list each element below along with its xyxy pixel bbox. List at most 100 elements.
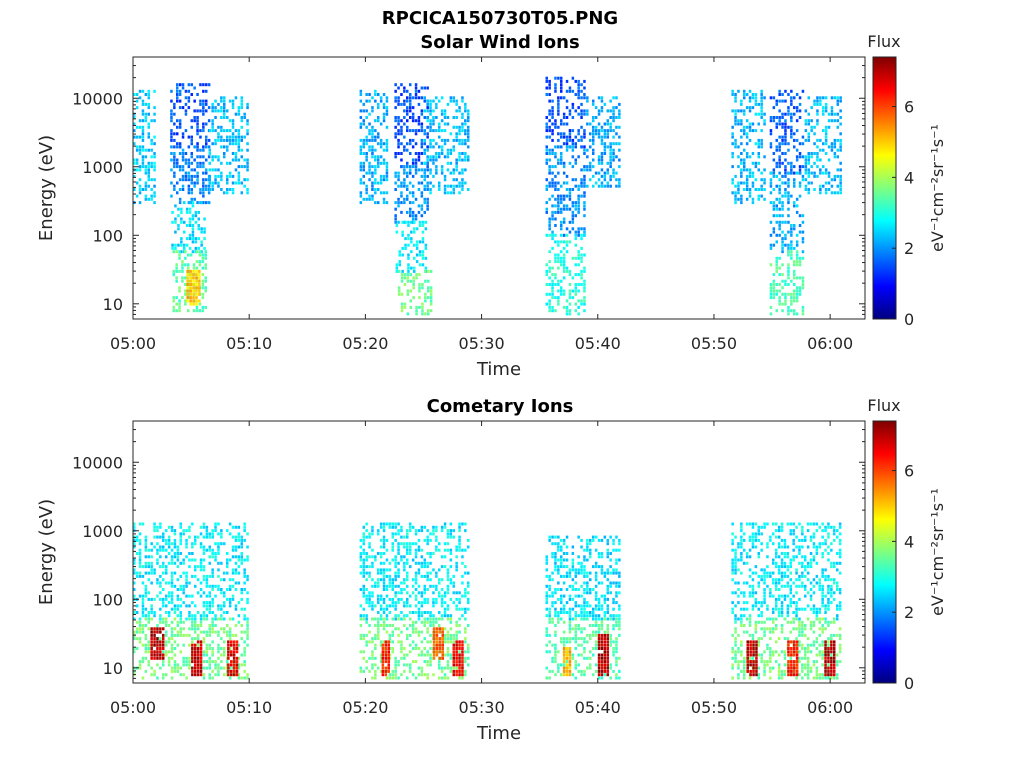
spectrogram-cell bbox=[377, 116, 380, 119]
spectrogram-cell bbox=[138, 148, 142, 152]
spectrogram-cell bbox=[135, 93, 139, 96]
spectrogram-cell bbox=[836, 191, 839, 195]
spectrogram-cell bbox=[394, 522, 397, 526]
spectrogram-cell bbox=[778, 155, 781, 159]
spectrogram-cell bbox=[748, 122, 752, 126]
spectrogram-cell bbox=[397, 152, 400, 155]
spectrogram-cell bbox=[409, 650, 412, 654]
spectrogram-cell bbox=[560, 260, 563, 264]
spectrogram-cell bbox=[830, 148, 834, 152]
spectrogram-cell bbox=[740, 102, 743, 106]
spectrogram-cell bbox=[429, 191, 432, 195]
spectrogram-cell bbox=[133, 611, 136, 614]
spectrogram-cell bbox=[214, 594, 217, 598]
spectrogram-cell bbox=[435, 158, 438, 162]
spectrogram-cell bbox=[787, 197, 790, 201]
spectrogram-cell bbox=[420, 604, 424, 608]
spectrogram-cell bbox=[580, 233, 583, 237]
spectrogram-cell bbox=[199, 630, 203, 634]
spectrogram-cell bbox=[144, 614, 148, 618]
spectrogram-cell bbox=[560, 207, 563, 211]
spectrogram-cell bbox=[734, 201, 737, 205]
spectrogram-cell bbox=[228, 138, 232, 142]
spectrogram-cell bbox=[170, 132, 173, 136]
spectrogram-cell bbox=[141, 601, 145, 605]
spectrogram-cell bbox=[603, 597, 607, 601]
spectrogram-cell bbox=[583, 79, 586, 83]
spectrogram-cell bbox=[560, 132, 563, 136]
spectrogram-cell bbox=[205, 188, 208, 191]
spectrogram-cell bbox=[580, 571, 583, 575]
spectrogram-cell bbox=[147, 597, 150, 601]
spectrogram-cell bbox=[548, 125, 551, 129]
spectrogram-cell bbox=[597, 555, 601, 559]
spectrogram-cell bbox=[371, 184, 374, 188]
spectrogram-cell bbox=[411, 138, 415, 142]
spectrogram-cell bbox=[795, 93, 799, 96]
spectrogram-cell bbox=[246, 620, 249, 624]
spectrogram-cell bbox=[362, 542, 365, 546]
spectrogram-cell bbox=[760, 112, 763, 116]
spectrogram-cell bbox=[795, 109, 799, 113]
spectrogram-cell bbox=[181, 83, 185, 87]
spectrogram-cell bbox=[400, 640, 403, 644]
spectrogram-cell bbox=[240, 545, 243, 549]
spectrogram-cell bbox=[571, 561, 575, 565]
spectrogram-cell bbox=[234, 568, 238, 572]
spectrogram-cell bbox=[795, 260, 799, 264]
spectrogram-cell bbox=[394, 614, 397, 618]
spectrogram-cell bbox=[414, 197, 418, 201]
spectrogram-cell bbox=[455, 650, 458, 654]
spectrogram-cell bbox=[194, 669, 197, 673]
spectrogram-cell bbox=[379, 138, 383, 142]
spectrogram-cell bbox=[583, 191, 586, 195]
spectrogram-cell bbox=[560, 607, 563, 611]
spectrogram-cell bbox=[153, 650, 156, 654]
spectrogram-cell bbox=[778, 220, 781, 224]
spectrogram-cell bbox=[184, 276, 187, 280]
spectrogram-cell bbox=[455, 116, 458, 119]
spectrogram-cell bbox=[793, 112, 796, 116]
spectrogram-cell bbox=[414, 676, 418, 680]
spectrogram-cell bbox=[565, 89, 569, 93]
spectrogram-cell bbox=[545, 614, 548, 618]
spectrogram-cell bbox=[190, 152, 193, 155]
spectrogram-cell bbox=[606, 109, 609, 113]
spectrogram-cell bbox=[240, 624, 243, 627]
spectrogram-cell bbox=[194, 558, 197, 562]
spectrogram-cell bbox=[446, 637, 450, 641]
spectrogram-cell bbox=[577, 250, 580, 254]
spectrogram-cell bbox=[824, 109, 828, 113]
spectrogram-cell bbox=[181, 269, 184, 273]
spectrogram-cell bbox=[217, 155, 220, 159]
spectrogram-cell bbox=[606, 552, 609, 555]
spectrogram-cell bbox=[188, 666, 191, 670]
spectrogram-cell bbox=[196, 148, 199, 152]
spectrogram-cell bbox=[435, 633, 439, 637]
spectrogram-cell bbox=[754, 99, 758, 103]
spectrogram-cell bbox=[240, 591, 243, 595]
spectrogram-cell bbox=[173, 669, 177, 673]
spectrogram-cell bbox=[557, 158, 560, 162]
spectrogram-cell bbox=[409, 181, 412, 185]
spectrogram-cell bbox=[609, 158, 612, 162]
spectrogram-cell bbox=[197, 227, 200, 231]
spectrogram-cell bbox=[228, 597, 232, 601]
spectrogram-cell bbox=[798, 165, 802, 169]
spectrogram-cell bbox=[586, 614, 589, 618]
spectrogram-cell bbox=[574, 611, 577, 614]
spectrogram-cell bbox=[198, 309, 202, 313]
spectrogram-cell bbox=[427, 309, 430, 313]
spectrogram-cell bbox=[211, 669, 214, 673]
spectrogram-cell bbox=[217, 552, 220, 555]
spectrogram-cell bbox=[600, 174, 604, 178]
spectrogram-cell bbox=[147, 591, 150, 595]
spectrogram-cell bbox=[824, 181, 828, 185]
spectrogram-cell bbox=[191, 669, 194, 673]
spectrogram-cell bbox=[562, 116, 566, 119]
spectrogram-cell bbox=[414, 158, 418, 162]
spectrogram-cell bbox=[571, 142, 575, 146]
spectrogram-cell bbox=[385, 161, 389, 165]
spectrogram-cell bbox=[359, 624, 363, 627]
spectrogram-cell bbox=[435, 171, 438, 175]
